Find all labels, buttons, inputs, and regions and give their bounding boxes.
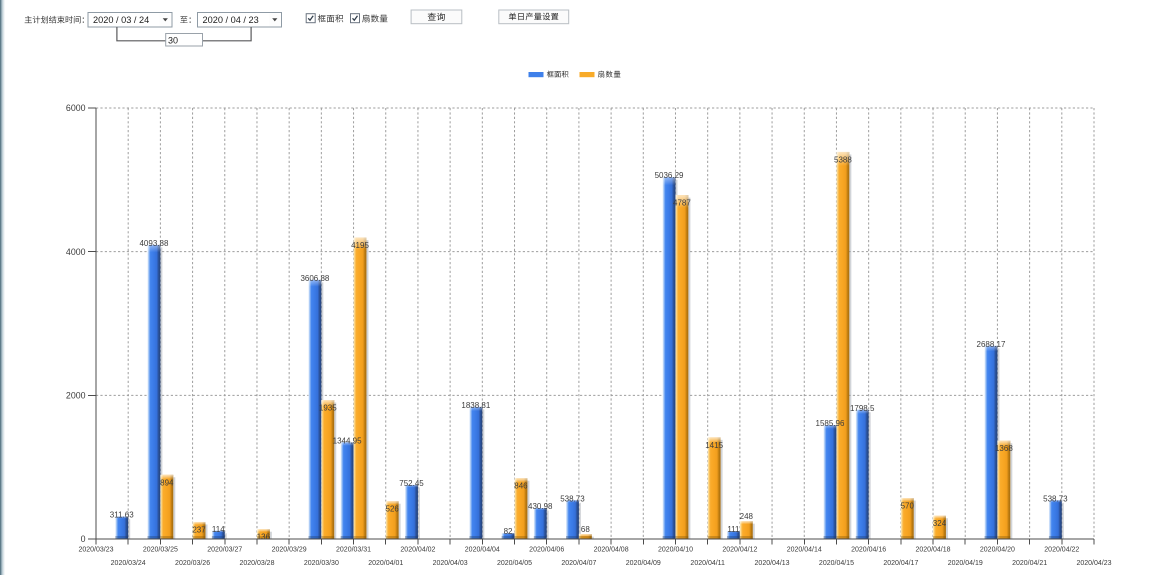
svg-text:2020/04/18: 2020/04/18 — [916, 546, 951, 553]
svg-text:136: 136 — [257, 533, 271, 542]
svg-text:237: 237 — [192, 525, 206, 534]
svg-text:2020/04/13: 2020/04/13 — [755, 560, 790, 567]
svg-text:538.73: 538.73 — [560, 494, 585, 503]
svg-text:2020/04/07: 2020/04/07 — [561, 560, 596, 567]
svg-text:114: 114 — [212, 525, 225, 534]
svg-text:752.45: 752.45 — [399, 479, 424, 488]
svg-text:2020/04/05: 2020/04/05 — [497, 560, 532, 567]
svg-text:68: 68 — [581, 525, 590, 534]
svg-text:2020/04/23: 2020/04/23 — [1076, 560, 1111, 567]
svg-text:248: 248 — [740, 512, 754, 521]
svg-text:82: 82 — [504, 527, 513, 536]
svg-text:2020/04/21: 2020/04/21 — [1012, 560, 1047, 567]
svg-text:5388: 5388 — [834, 155, 852, 164]
svg-text:2020/04/11: 2020/04/11 — [690, 560, 725, 567]
svg-text:2688.17: 2688.17 — [977, 340, 1006, 349]
svg-text:1585.96: 1585.96 — [816, 419, 845, 428]
svg-text:2020/03/26: 2020/03/26 — [175, 560, 210, 567]
svg-text:846: 846 — [514, 482, 528, 491]
svg-text:526: 526 — [386, 505, 400, 514]
svg-text:2020/04/14: 2020/04/14 — [787, 546, 822, 553]
svg-text:1798.5: 1798.5 — [850, 404, 875, 413]
svg-text:1935: 1935 — [319, 404, 337, 413]
svg-text:4195: 4195 — [351, 241, 369, 250]
svg-text:5036.29: 5036.29 — [655, 171, 684, 180]
svg-text:2020/03/30: 2020/03/30 — [304, 560, 339, 567]
svg-text:3606.88: 3606.88 — [300, 274, 329, 283]
svg-text:2020 / 03 / 24: 2020 / 03 / 24 — [93, 15, 149, 25]
svg-text:538.73: 538.73 — [1043, 494, 1068, 503]
svg-text:2020/04/16: 2020/04/16 — [851, 546, 886, 553]
svg-text:4787: 4787 — [673, 199, 691, 208]
svg-text:2020/03/25: 2020/03/25 — [143, 546, 178, 553]
svg-text:4000: 4000 — [66, 247, 86, 257]
svg-text:2020/04/08: 2020/04/08 — [594, 546, 629, 553]
svg-text:2020/04/03: 2020/04/03 — [433, 560, 468, 567]
svg-text:2020/04/17: 2020/04/17 — [883, 560, 918, 567]
svg-text:2020/04/06: 2020/04/06 — [529, 546, 564, 553]
svg-text:2020/04/02: 2020/04/02 — [400, 546, 435, 553]
svg-text:1344.95: 1344.95 — [333, 436, 362, 445]
svg-text:1368: 1368 — [995, 444, 1013, 453]
svg-text:1838.81: 1838.81 — [461, 401, 490, 410]
svg-text:30: 30 — [168, 35, 178, 45]
svg-text:324: 324 — [933, 519, 947, 528]
svg-text:2020/04/12: 2020/04/12 — [722, 546, 757, 553]
svg-text:2020/04/15: 2020/04/15 — [819, 560, 854, 567]
svg-text:2020/04/20: 2020/04/20 — [980, 546, 1015, 553]
svg-text:111: 111 — [727, 525, 740, 534]
svg-text:2020/03/27: 2020/03/27 — [207, 546, 242, 553]
svg-text:2020/04/04: 2020/04/04 — [465, 546, 500, 553]
svg-text:430.98: 430.98 — [528, 502, 553, 511]
svg-text:2020/04/22: 2020/04/22 — [1044, 546, 1079, 553]
svg-text:2020/03/28: 2020/03/28 — [239, 560, 274, 567]
svg-text:1415: 1415 — [705, 441, 723, 450]
svg-text:570: 570 — [901, 502, 915, 511]
svg-text:6000: 6000 — [66, 103, 86, 113]
svg-text:0: 0 — [81, 534, 86, 544]
svg-text:4093.88: 4093.88 — [139, 239, 168, 248]
svg-text:2020/03/29: 2020/03/29 — [272, 546, 307, 553]
svg-text:2020/04/10: 2020/04/10 — [658, 546, 693, 553]
svg-text:2000: 2000 — [66, 390, 86, 400]
svg-text:2020/04/09: 2020/04/09 — [626, 560, 661, 567]
svg-text:2020/03/24: 2020/03/24 — [111, 560, 146, 567]
svg-text:2020/04/19: 2020/04/19 — [948, 560, 983, 567]
svg-text:2020 / 04 / 23: 2020 / 04 / 23 — [203, 15, 259, 25]
svg-text:2020/04/01: 2020/04/01 — [368, 560, 403, 567]
svg-text:894: 894 — [160, 478, 174, 487]
svg-text:2020/03/31: 2020/03/31 — [336, 546, 371, 553]
svg-text:2020/03/23: 2020/03/23 — [78, 546, 113, 553]
svg-text:311.63: 311.63 — [110, 511, 134, 520]
